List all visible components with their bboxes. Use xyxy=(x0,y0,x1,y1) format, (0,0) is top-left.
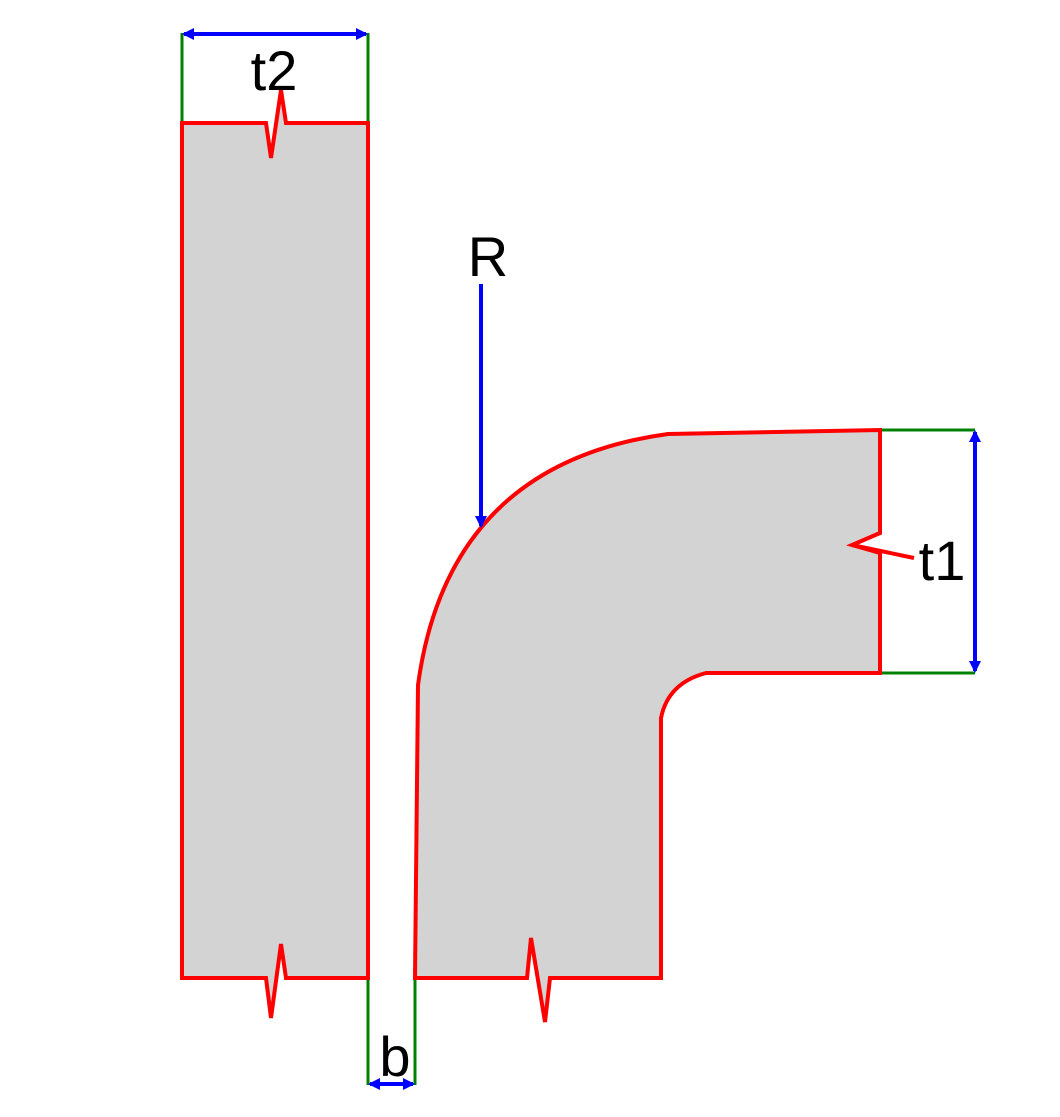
t2-label: t2 xyxy=(251,39,298,102)
vertical-plate xyxy=(180,89,370,1019)
bent-plate xyxy=(412,427,882,1023)
t1-label: t1 xyxy=(919,529,966,592)
t1-leader xyxy=(851,543,915,560)
b-label: b xyxy=(379,1025,410,1088)
r-label: R xyxy=(468,225,508,288)
dimension-arrows xyxy=(182,28,981,1090)
extension-lines xyxy=(180,33,975,1085)
